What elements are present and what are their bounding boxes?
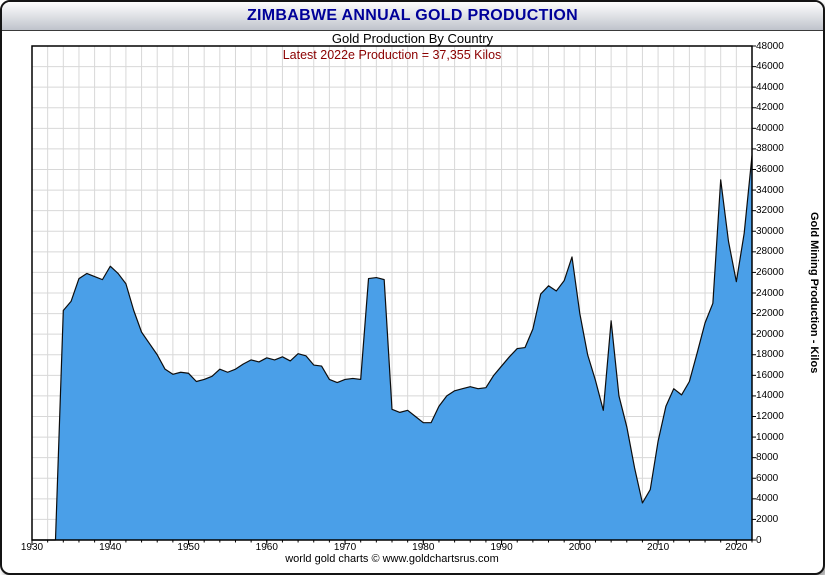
y-axis-title: Gold Mining Production - Kilos [808,212,820,374]
footer-credit: world gold charts © www.goldchartsrus.co… [285,553,499,565]
chart-subtitle: Gold Production By Country [331,31,494,46]
latest-production-annotation: Latest 2022e Production = 37,355 Kilos [282,48,502,62]
title-bar: ZIMBABWE ANNUAL GOLD PRODUCTION [2,2,823,31]
page-title: ZIMBABWE ANNUAL GOLD PRODUCTION [246,7,579,24]
